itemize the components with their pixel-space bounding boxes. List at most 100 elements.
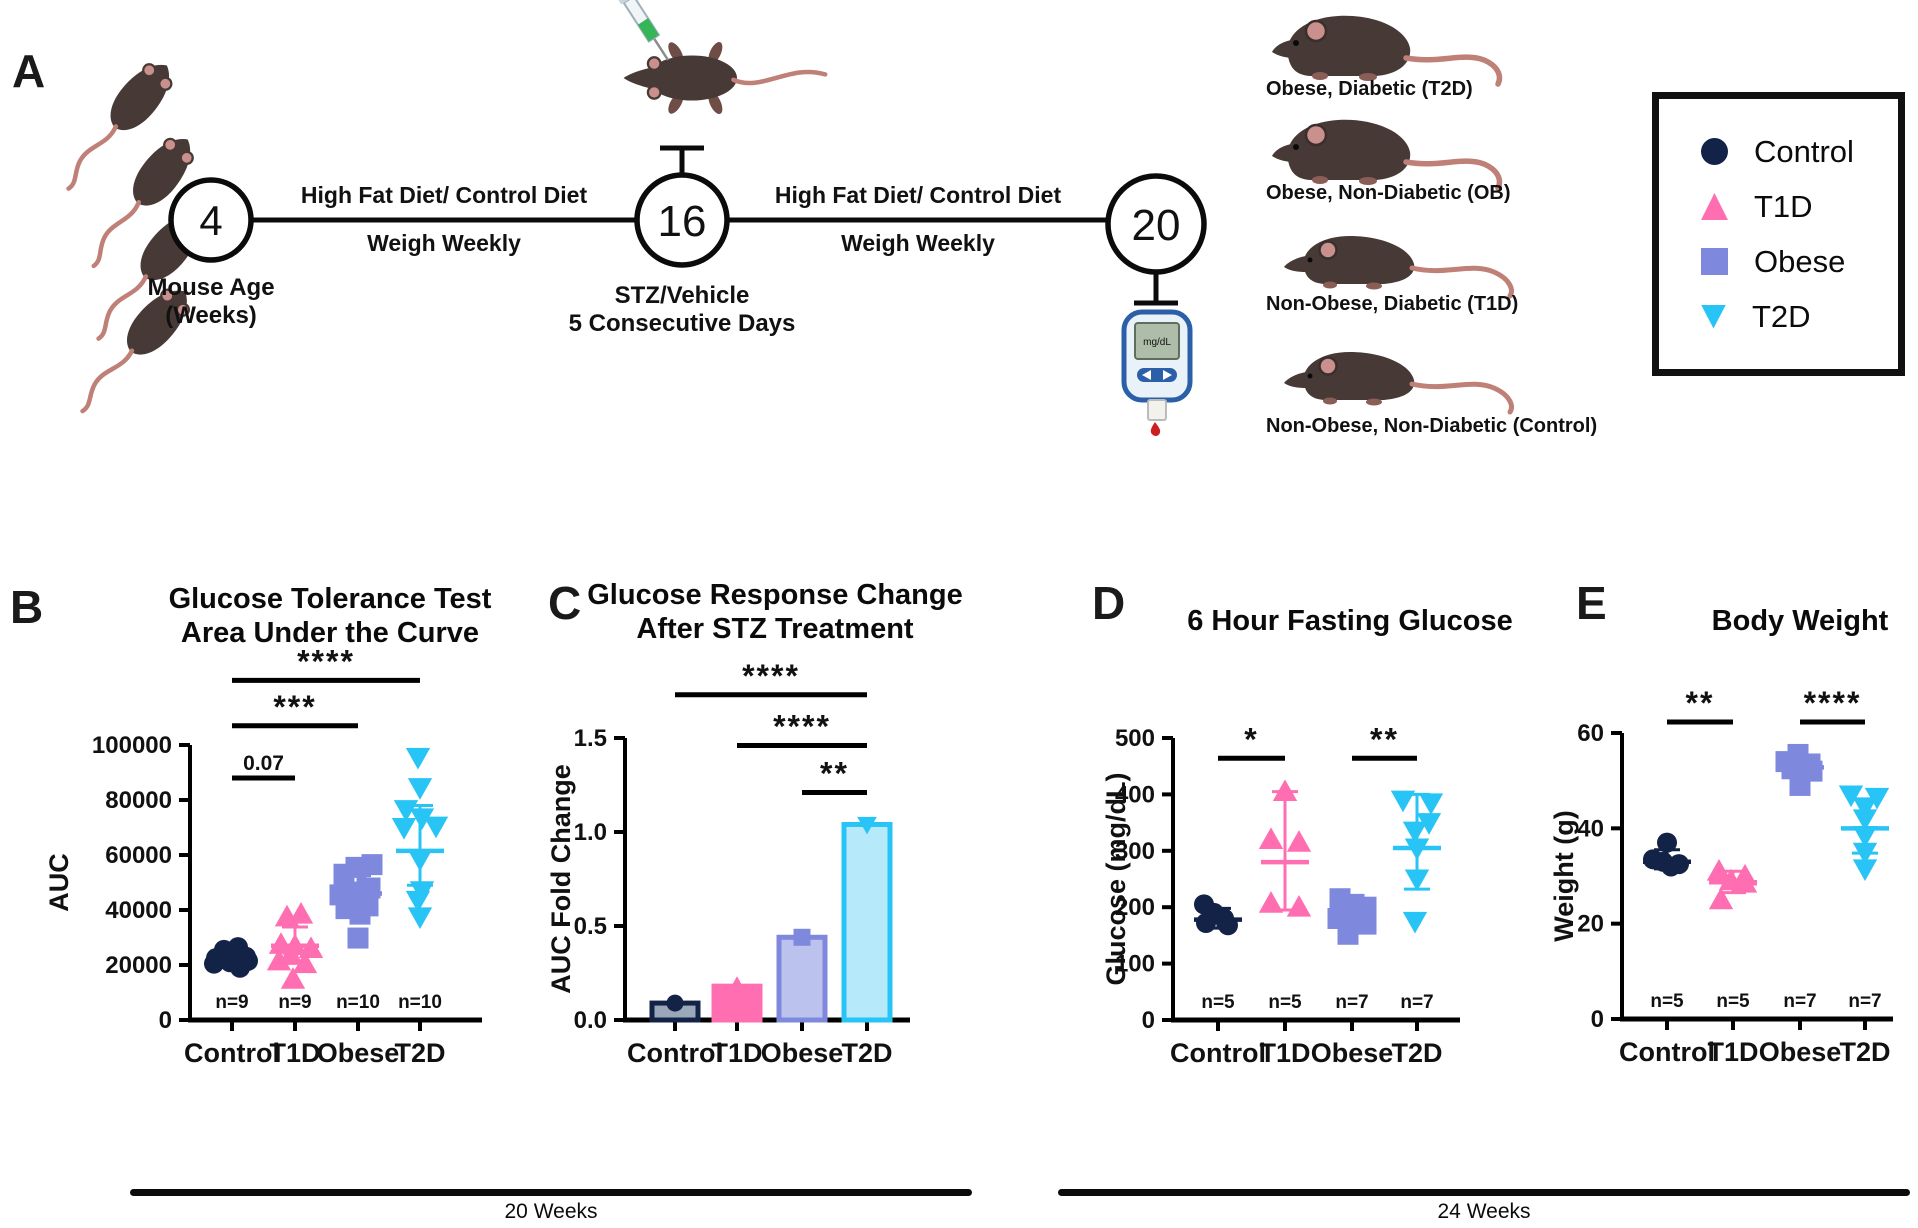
- n-label: n=9: [215, 992, 248, 1013]
- panel-a-label: A: [12, 45, 46, 97]
- triangle-up-marker: [280, 967, 306, 989]
- significance-label: ****: [773, 709, 831, 745]
- segment2-diet-label: High Fat Diet/ Control Diet: [775, 182, 1062, 208]
- y-tick-label: 0: [1591, 1006, 1604, 1033]
- group-label-t2d: Obese, Diabetic (T2D): [1266, 78, 1473, 100]
- mouse-injection-icon: [624, 40, 826, 116]
- legend-item-control: Control: [1701, 134, 1898, 170]
- panel-c-label: C: [548, 577, 582, 629]
- t2d-triangle-down-icon: [1701, 304, 1726, 329]
- triangle-up-marker: [1718, 868, 1744, 891]
- x-category-label: Obese: [1311, 1038, 1394, 1068]
- significance-label: ***: [273, 689, 316, 725]
- y-axis-label: AUC: [44, 853, 74, 912]
- triangle-down-marker: [1852, 809, 1878, 831]
- triangle-up-marker: [1258, 827, 1284, 849]
- triangle-down-marker: [409, 808, 435, 831]
- y-tick-label: 100000: [92, 732, 172, 759]
- y-tick-label: 200: [1115, 894, 1155, 921]
- triangle-up-marker: [1286, 830, 1312, 852]
- x-category-label: T2D: [1839, 1037, 1890, 1067]
- triangle-down-marker: [391, 818, 417, 840]
- triangle-down-marker: [423, 816, 449, 839]
- n-label: n=5: [1268, 992, 1302, 1013]
- square-marker: [793, 928, 811, 946]
- significance-label: ****: [742, 658, 800, 694]
- x-category-label: Control: [184, 1038, 280, 1068]
- circle-marker: [1657, 832, 1677, 853]
- y-tick-label: 0: [159, 1007, 172, 1034]
- triangle-down-marker: [407, 778, 433, 800]
- mouse-obese-t2d-icon: [1272, 16, 1499, 84]
- n-label: n=7: [1848, 991, 1881, 1012]
- t1d-triangle-up-icon: [1701, 193, 1728, 220]
- significance-label: 0.07: [243, 752, 284, 775]
- significance-label: *: [1244, 721, 1258, 757]
- y-tick-label: 40000: [105, 897, 172, 924]
- x-category-label: Control: [627, 1038, 723, 1068]
- x-category-label: T1D: [1707, 1037, 1758, 1067]
- n-label: n=5: [1716, 991, 1750, 1012]
- x-category-label: T1D: [711, 1038, 762, 1068]
- y-axis-label: AUC Fold Change: [546, 764, 576, 994]
- x-category-label: Control: [1170, 1038, 1266, 1068]
- group-label-control: Non-Obese, Non-Diabetic (Control): [1266, 415, 1597, 437]
- segment1-diet-label: High Fat Diet/ Control Diet: [301, 182, 588, 208]
- triangle-up-marker: [266, 948, 292, 971]
- triangle-down-marker: [1852, 797, 1878, 820]
- y-tick-label: 1.0: [574, 819, 607, 846]
- legend-label-t2d: T2D: [1752, 298, 1811, 334]
- triangle-up-marker: [1286, 895, 1312, 917]
- obese-square-icon: [1701, 248, 1728, 275]
- square-marker: [1355, 913, 1377, 935]
- y-tick-label: 400: [1115, 781, 1155, 808]
- stz-label-line1: STZ/Vehicle: [615, 282, 750, 309]
- triangle-down-marker: [1852, 842, 1878, 865]
- triangle-up-marker: [1258, 891, 1284, 913]
- panel-a-graphic: 4 16 20 High Fat Diet/ Control Diet Weig…: [0, 0, 1597, 437]
- y-tick-label: 100: [1115, 951, 1155, 978]
- legend-box: Control T1D Obese T2D: [1652, 92, 1905, 376]
- y-tick-label: 60: [1577, 720, 1604, 747]
- triangle-down-marker: [405, 890, 431, 913]
- x-category-label: Obese: [761, 1038, 844, 1068]
- x-category-label: T1D: [1259, 1038, 1310, 1068]
- n-label: n=7: [1400, 992, 1433, 1013]
- triangle-down-marker: [1418, 793, 1444, 816]
- panel-b-label: B: [10, 581, 44, 633]
- y-tick-label: 500: [1115, 725, 1155, 752]
- triangle-down-marker: [1404, 869, 1430, 892]
- square-marker: [347, 927, 369, 949]
- triangle-up-marker: [274, 904, 300, 927]
- n-label: n=9: [278, 992, 311, 1013]
- n-label: n=10: [336, 992, 380, 1013]
- panel-e-label: E: [1576, 577, 1607, 629]
- triangle-down-marker: [1402, 911, 1428, 934]
- y-tick-label: 0.5: [574, 913, 607, 940]
- chart-glucose-tolerance-auc: 0 20000 40000 60000 80000 100000 ControlT1DObe…: [44, 643, 482, 1068]
- significance-label: **: [1370, 721, 1399, 757]
- x-category-label: Obese: [317, 1038, 400, 1068]
- y-tick-label: 20: [1577, 911, 1604, 938]
- x-category-label: Control: [1619, 1037, 1715, 1067]
- control-circle-icon: [1701, 138, 1728, 165]
- triangle-down-marker: [1402, 821, 1428, 844]
- y-axis-label: Glucose (mg/dL): [1101, 772, 1131, 985]
- triangle-up-marker: [1272, 779, 1298, 802]
- circle-marker: [1196, 912, 1216, 933]
- triangle-down-marker: [1416, 813, 1442, 835]
- y-tick-label: 40: [1577, 815, 1604, 842]
- legend-label-t1d: T1D: [1754, 188, 1813, 224]
- triangle-up-marker: [1706, 859, 1732, 881]
- legend-label-control: Control: [1754, 133, 1854, 169]
- y-tick-label: 0.0: [574, 1007, 607, 1034]
- triangle-down-marker: [1852, 859, 1878, 882]
- square-marker: [349, 903, 371, 925]
- mouse-age-label-line1: Mouse Age: [147, 274, 274, 301]
- mouse-lean-t1d-icon: [1284, 236, 1511, 296]
- y-tick-label: 300: [1115, 838, 1155, 865]
- legend-label-obese: Obese: [1754, 243, 1846, 279]
- triangle-up-marker: [292, 951, 318, 974]
